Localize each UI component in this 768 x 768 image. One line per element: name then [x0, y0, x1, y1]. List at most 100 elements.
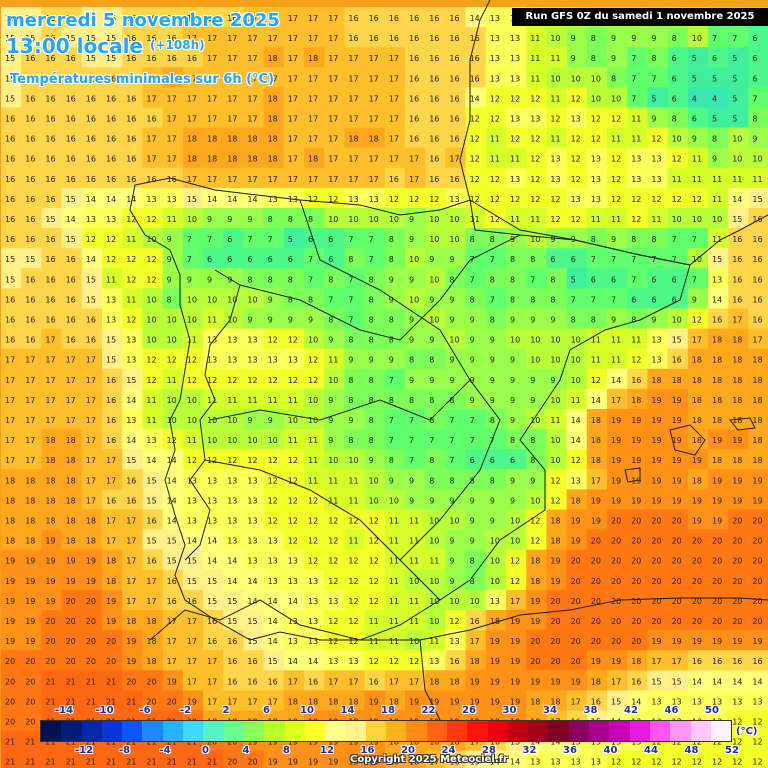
grid-value: 16	[106, 436, 116, 445]
grid-value: 18	[591, 456, 601, 465]
field-cell	[748, 348, 768, 370]
grid-value: 21	[167, 738, 177, 747]
field-cell	[546, 449, 568, 471]
grid-value: 18	[429, 738, 439, 747]
grid-value: 10	[348, 456, 358, 465]
field-cell	[667, 529, 689, 551]
field-cell	[425, 167, 447, 189]
grid-value: 14	[732, 677, 742, 686]
grid-value: 19	[510, 617, 520, 626]
field-cell	[182, 509, 204, 531]
grid-value: 5	[732, 115, 737, 124]
grid-value: 17	[187, 115, 197, 124]
grid-value: 17	[187, 677, 197, 686]
field-cell	[566, 630, 588, 652]
field-cell	[627, 750, 649, 768]
grid-value: 20	[692, 557, 702, 566]
grid-value: 13	[510, 34, 520, 43]
field-cell	[384, 167, 406, 189]
grid-value: 4	[712, 94, 717, 103]
grid-value: 12	[389, 657, 399, 666]
field-cell	[41, 368, 63, 390]
field-cell	[324, 429, 346, 451]
grid-value: 9	[429, 255, 434, 264]
field-cell	[586, 248, 608, 270]
grid-value: 19	[752, 637, 762, 646]
field-cell	[384, 127, 406, 149]
legend-tick-bottom: 28	[482, 745, 496, 756]
field-cell	[243, 368, 265, 390]
grid-value: 6	[328, 235, 333, 244]
field-cell	[566, 147, 588, 169]
field-cell	[283, 670, 305, 692]
field-cell	[263, 228, 285, 250]
grid-value: 9	[470, 376, 475, 385]
field-cell	[263, 27, 285, 49]
field-cell	[485, 87, 507, 109]
field-cell	[566, 208, 588, 230]
grid-value: 7	[490, 295, 495, 304]
grid-value: 13	[247, 476, 257, 485]
grid-value: 9	[429, 376, 434, 385]
field-cell	[344, 328, 366, 350]
field-cell	[364, 147, 386, 169]
field-cell	[465, 127, 487, 149]
grid-value: 17	[146, 597, 156, 606]
grid-value: 12	[328, 537, 338, 546]
grid-value: 14	[247, 577, 257, 586]
field-cell	[647, 147, 669, 169]
grid-value: 11	[732, 175, 742, 184]
field-cell	[506, 27, 528, 49]
field-cell	[748, 228, 768, 250]
grid-value: 8	[389, 336, 394, 345]
grid-value: 11	[146, 416, 156, 425]
field-cell	[243, 7, 265, 29]
legend-swatch	[710, 721, 732, 741]
field-cell	[485, 690, 507, 712]
field-cell	[425, 489, 447, 511]
grid-value: 18	[25, 496, 35, 505]
field-cell	[304, 348, 326, 370]
grid-value: 17	[369, 155, 379, 164]
field-cell	[344, 529, 366, 551]
field-cell	[263, 208, 285, 230]
grid-value: 7	[631, 255, 636, 264]
field-cell	[687, 429, 709, 451]
field-cell	[627, 569, 649, 591]
field-cell	[506, 409, 528, 431]
field-cell	[586, 107, 608, 129]
field-cell	[364, 409, 386, 431]
grid-value: 7	[631, 275, 636, 284]
field-cell	[425, 87, 447, 109]
grid-value: 8	[429, 456, 434, 465]
grid-value: 19	[369, 758, 379, 767]
grid-value: 20	[5, 677, 15, 686]
field-cell	[748, 630, 768, 652]
field-cell	[344, 469, 366, 491]
field-cell	[586, 388, 608, 410]
grid-value: 11	[268, 396, 278, 405]
grid-value: 18	[732, 356, 742, 365]
grid-value: 16	[5, 155, 15, 164]
field-cell	[61, 208, 83, 230]
grid-value: 9	[389, 295, 394, 304]
grid-value: 20	[651, 617, 661, 626]
field-cell	[102, 509, 124, 531]
grid-value: 10	[227, 416, 237, 425]
legend-swatch	[325, 721, 346, 741]
grid-value: 21	[45, 738, 55, 747]
field-cell	[708, 529, 730, 551]
grid-value: 13	[550, 155, 560, 164]
grid-value: 13	[207, 496, 217, 505]
grid-value: 11	[288, 396, 298, 405]
field-cell	[21, 409, 43, 431]
grid-value: 18	[732, 456, 742, 465]
grid-value: 17	[146, 135, 156, 144]
field-cell	[384, 107, 406, 129]
grid-value: 16	[247, 677, 257, 686]
grid-value: 19	[25, 617, 35, 626]
grid-value: 9	[490, 396, 495, 405]
field-cell	[61, 610, 83, 632]
legend-tick-top: 26	[462, 705, 476, 716]
grid-value: 12	[409, 657, 419, 666]
